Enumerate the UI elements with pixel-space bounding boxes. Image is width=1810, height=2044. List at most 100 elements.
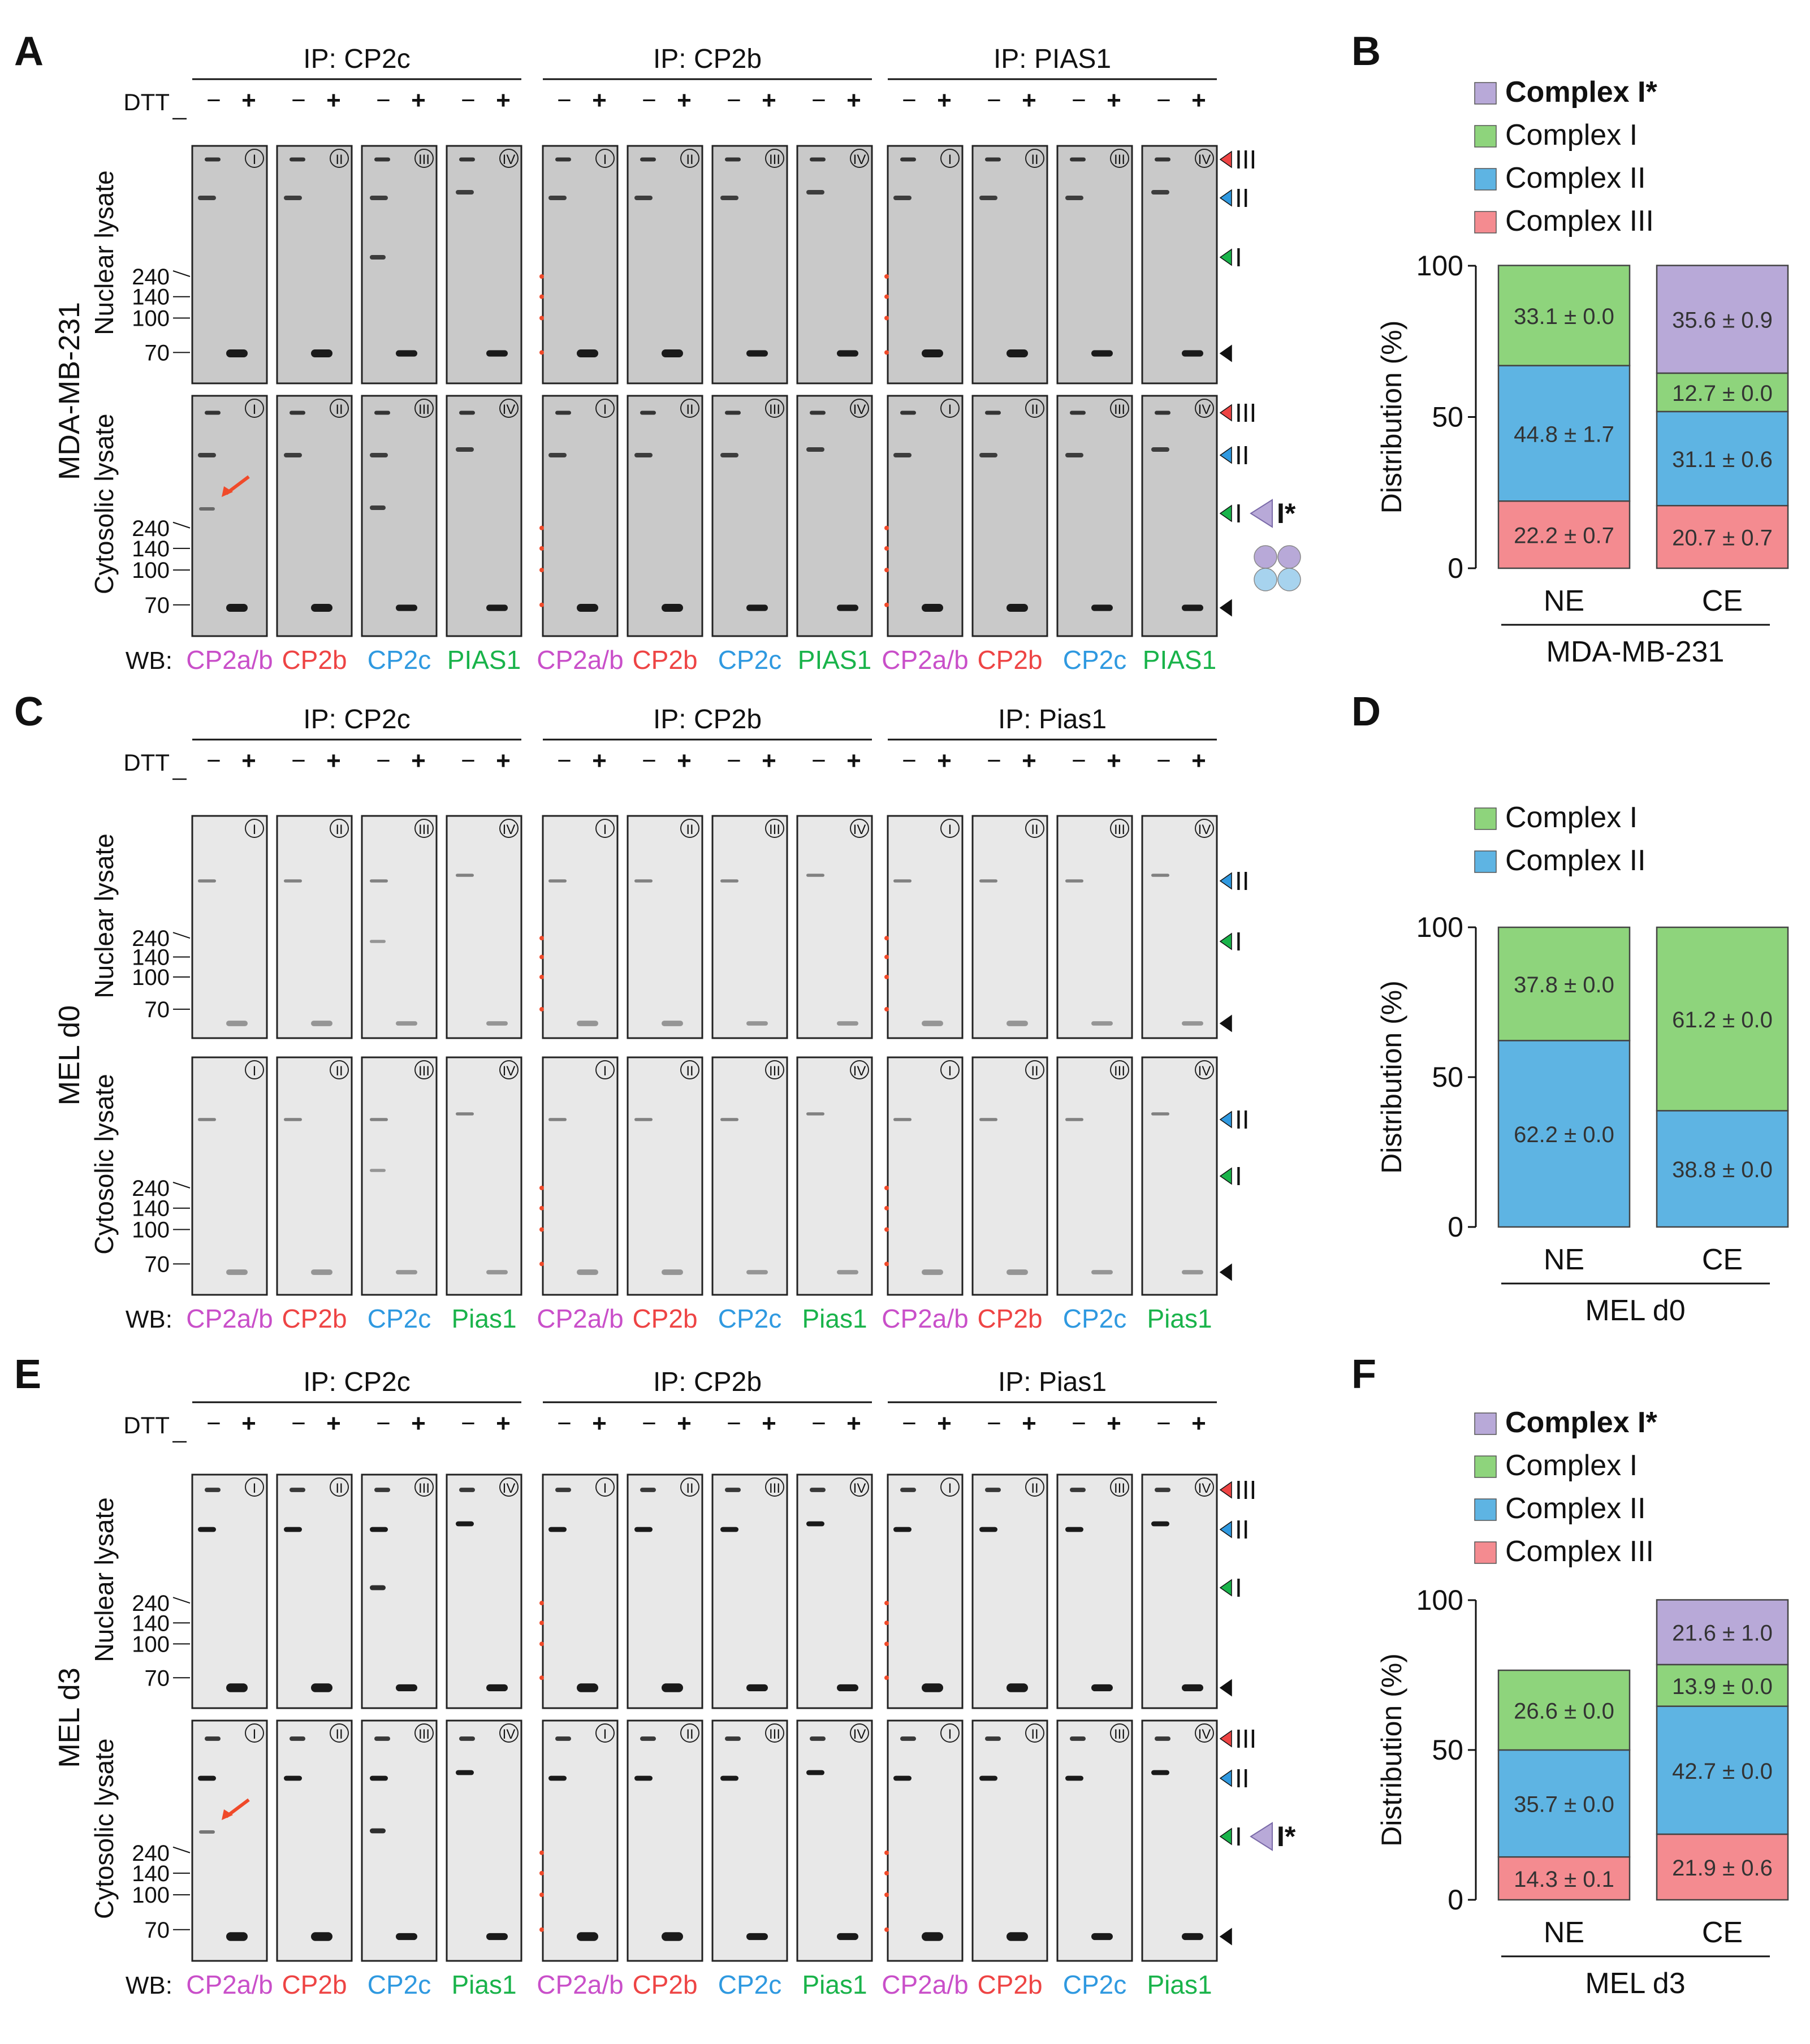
lane-id-badge bbox=[245, 1060, 264, 1079]
gel-lane-frame bbox=[361, 145, 438, 384]
mw-marker-label: 70 bbox=[145, 1918, 170, 1943]
gel-band bbox=[205, 410, 221, 415]
gel-lane-frame bbox=[971, 1056, 1048, 1296]
band-marker-label: II bbox=[1235, 1764, 1250, 1793]
ladder-dot bbox=[539, 1601, 544, 1606]
gel-lane: II bbox=[971, 395, 1048, 637]
lane-id: III bbox=[1114, 822, 1125, 837]
mw-marker-tick bbox=[172, 521, 191, 529]
dtt-minus: − bbox=[461, 87, 476, 114]
gel-band bbox=[396, 1684, 417, 1692]
wb-prefix: WB: bbox=[126, 1972, 172, 1999]
mw-marker-label: 70 bbox=[145, 593, 170, 618]
gel-lane-frame bbox=[971, 1473, 1048, 1709]
ip-group-label: IP: PIAS1 bbox=[993, 44, 1111, 74]
gel-lane: IV bbox=[1141, 1473, 1218, 1709]
gel-lane: II bbox=[276, 815, 353, 1039]
gel-band bbox=[900, 410, 916, 415]
ip-group-label: IP: CP2c bbox=[303, 44, 410, 74]
band-marker-label: I bbox=[1235, 1573, 1242, 1602]
lane-id: IV bbox=[1198, 152, 1211, 167]
dtt-plus: + bbox=[326, 87, 341, 114]
gel-band bbox=[922, 1021, 943, 1026]
gel-lane-frame bbox=[446, 1056, 522, 1296]
gel-band bbox=[199, 1830, 215, 1834]
ladder-dot bbox=[884, 294, 889, 299]
gel-band bbox=[396, 1270, 417, 1274]
gel-band bbox=[370, 1828, 386, 1834]
band-marker-label: I bbox=[1235, 1161, 1242, 1191]
lane-id: IV bbox=[503, 1481, 516, 1496]
red-arrowhead-icon bbox=[222, 1809, 233, 1820]
ladder-dot bbox=[539, 1850, 544, 1855]
dtt-plus: + bbox=[411, 87, 426, 114]
gel-lane: I bbox=[539, 395, 619, 637]
ladder-dot bbox=[539, 316, 544, 321]
gel-lane: II bbox=[971, 1473, 1048, 1709]
gel-lane-frame bbox=[971, 145, 1048, 384]
gel-band bbox=[1065, 1775, 1083, 1781]
gel-lane: III bbox=[1056, 1719, 1133, 1962]
dtt-minus: − bbox=[376, 747, 391, 775]
lane-id-badge bbox=[940, 1723, 960, 1743]
bar-segment bbox=[1497, 1040, 1631, 1228]
gel-lane-frame bbox=[887, 815, 964, 1039]
wb-prefix: WB: bbox=[126, 647, 172, 675]
gel-lane: II bbox=[627, 1719, 703, 1962]
lane-id-badge bbox=[499, 1477, 519, 1497]
lane-id-badge bbox=[680, 399, 699, 418]
y-tick-label: 50 bbox=[1432, 1734, 1463, 1766]
band-marker-label: III bbox=[1235, 1475, 1256, 1505]
dtt-plus: + bbox=[411, 1410, 426, 1437]
legend-entry: Complex I* bbox=[1505, 1406, 1657, 1439]
gel-band bbox=[486, 1021, 508, 1026]
gel-lane: II bbox=[971, 815, 1048, 1039]
gel-lane-frame bbox=[627, 1473, 703, 1709]
wb-antibody-label: Pias1 bbox=[1147, 1970, 1212, 1999]
ladder-dot bbox=[884, 316, 889, 321]
gel-lane-frame bbox=[1056, 1056, 1133, 1296]
gel-band bbox=[311, 1683, 332, 1692]
gel-band bbox=[662, 1269, 683, 1275]
gel-band bbox=[634, 1775, 653, 1781]
lane-id-badge bbox=[1025, 1060, 1044, 1079]
gel-band bbox=[205, 1736, 221, 1741]
mw-marker-label: 100 bbox=[132, 558, 170, 583]
gel-lane: IV bbox=[796, 145, 873, 384]
gel-lane: I bbox=[884, 1473, 964, 1709]
band-arrowhead bbox=[1219, 1263, 1232, 1281]
lane-id: IV bbox=[853, 1064, 866, 1079]
gel-lane-frame bbox=[361, 1056, 438, 1296]
lane-id: IV bbox=[853, 1727, 866, 1742]
gel-lane: IV bbox=[796, 815, 873, 1039]
gel-lane: I bbox=[191, 1473, 268, 1709]
lane-id: III bbox=[769, 1727, 780, 1742]
band-arrowhead bbox=[1219, 932, 1232, 950]
gel-band bbox=[548, 879, 567, 883]
dtt-plus: + bbox=[846, 747, 861, 775]
band-marker-label: III bbox=[1235, 145, 1256, 174]
ip-group-label: IP: CP2b bbox=[653, 705, 762, 734]
tetramer-icon bbox=[1277, 545, 1301, 569]
legend-swatch bbox=[1474, 1498, 1497, 1521]
gel-lane: II bbox=[276, 395, 353, 637]
gel-band bbox=[837, 604, 858, 611]
lane-id: III bbox=[1114, 1727, 1125, 1742]
lane-id-badge bbox=[595, 399, 615, 418]
gel-band bbox=[198, 879, 216, 883]
tetramer-icon bbox=[1254, 545, 1277, 569]
dtt-minus: − bbox=[642, 87, 656, 114]
ip-group-label: IP: CP2c bbox=[303, 1367, 410, 1397]
band-arrowhead bbox=[1219, 1928, 1232, 1946]
lane-id: I bbox=[253, 1727, 257, 1742]
bar-segment bbox=[1656, 265, 1789, 374]
gel-lane: IV bbox=[446, 1473, 522, 1709]
wb-antibody-label: CP2a/b bbox=[537, 1970, 623, 1999]
gel-lane: IV bbox=[796, 1719, 873, 1962]
cell-line-label: MEL d3 bbox=[53, 1667, 86, 1768]
gel-band bbox=[577, 1269, 598, 1275]
lane-id-badge bbox=[765, 1477, 784, 1497]
complex-i-star-arrowhead bbox=[1250, 499, 1273, 528]
gel-lane: II bbox=[627, 145, 703, 384]
